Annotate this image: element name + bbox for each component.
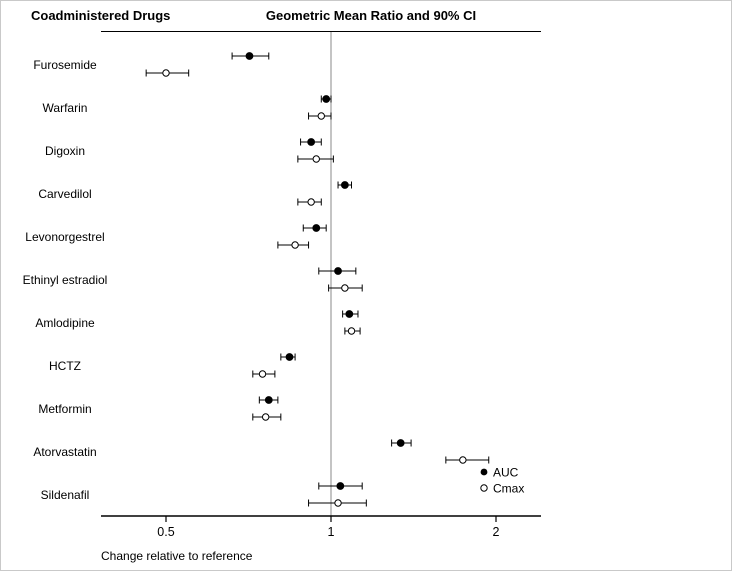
auc-point — [345, 310, 354, 318]
auc-point — [336, 482, 345, 490]
axis-tick-label: 0.5 — [157, 525, 174, 539]
auc-point — [396, 439, 405, 447]
category-label: HCTZ — [49, 358, 81, 373]
category-label: Warfarin — [42, 100, 88, 115]
category-labels-column: Furosemide Warfarin Digoxin Carvedilol Levon… — [9, 31, 121, 521]
auc-point — [312, 224, 321, 232]
category-label: Atorvastatin — [33, 444, 97, 459]
auc-point — [334, 267, 342, 275]
category-label: Sildenafil — [40, 487, 90, 502]
legend-auc-filled-circle-icon — [480, 468, 488, 476]
cmax-point — [258, 370, 267, 378]
auc-point — [340, 181, 349, 189]
cmax-point — [261, 413, 270, 421]
category-label: Furosemide — [33, 57, 97, 72]
auc-point — [307, 138, 316, 146]
category-label: Carvedilol — [38, 186, 92, 201]
legend: AUC Cmax — [480, 466, 524, 496]
cmax-point — [347, 327, 356, 335]
axis-tick-label: 1 — [328, 525, 335, 539]
category-label: Digoxin — [44, 143, 86, 158]
cmax-point — [291, 241, 299, 249]
cmax-point — [312, 155, 320, 163]
x-axis-ticks: 0.5 1 2 — [157, 516, 500, 539]
auc-point — [245, 52, 254, 60]
axis-tick-label: 2 — [493, 525, 500, 539]
auc-point — [322, 95, 331, 103]
category-label: Ethinyl estradiol — [22, 272, 108, 287]
cmax-point — [307, 198, 315, 206]
auc-point — [285, 353, 294, 361]
category-label: Levonorgestrel — [25, 229, 105, 244]
cmax-point — [341, 284, 349, 292]
auc-point — [264, 396, 273, 404]
category-label: Metformin — [38, 401, 92, 416]
legend-auc-label: AUC — [493, 466, 519, 480]
legend-cmax-open-circle-icon — [480, 484, 488, 492]
plot-area: 0.5 1 2 AUC Cmax — [101, 31, 541, 539]
cmax-point — [317, 112, 325, 120]
cmax-point — [459, 456, 467, 464]
x-axis-label: Change relative to reference — [101, 549, 253, 563]
column-header-coadministered-drugs: Coadministered Drugs — [31, 8, 171, 23]
legend-cmax-label: Cmax — [493, 482, 524, 496]
data-points-layer — [145, 52, 490, 507]
plot-title: Geometric Mean Ratio and 90% CI — [265, 8, 477, 23]
cmax-point — [162, 69, 170, 77]
cmax-point — [334, 499, 342, 507]
category-label: Amlodipine — [35, 315, 95, 330]
